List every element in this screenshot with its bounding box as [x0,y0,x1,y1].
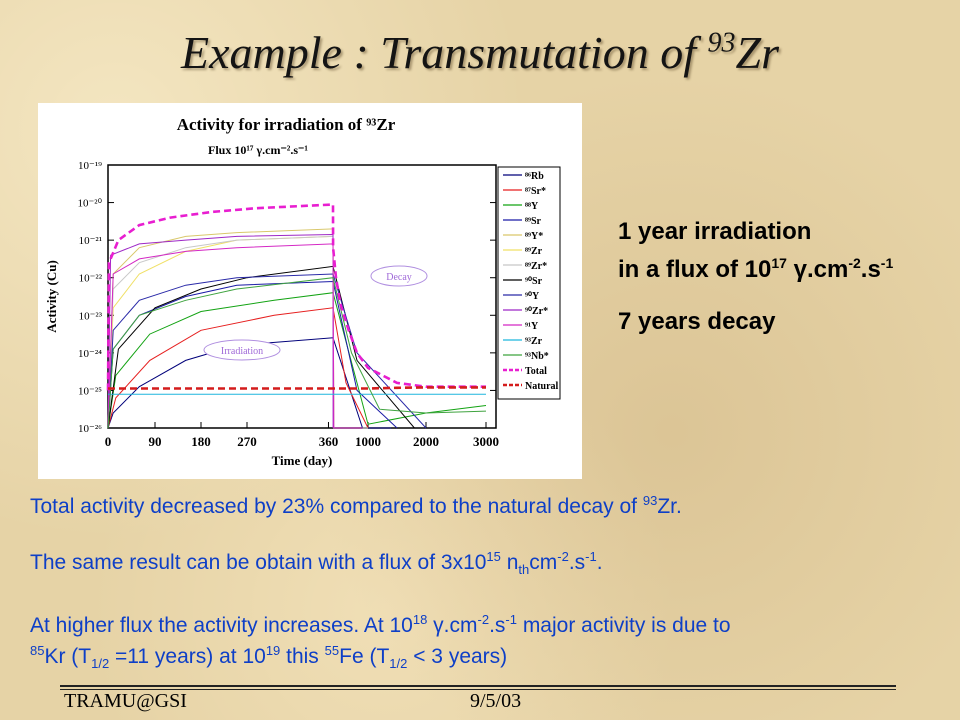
note-3: At higher flux the activity increases. A… [30,607,950,676]
legend-entry-10: ⁹¹Y [525,321,539,332]
side-line2-prefix: in a flux of 10 [618,256,772,283]
footer-rule [60,685,896,687]
legend-entry-9: ⁹⁰Zr* [525,306,548,317]
note2-sup2: -2 [557,549,569,564]
note1-sup: 93 [642,493,658,508]
y-tick-label: 10⁻²⁴ [78,348,102,360]
note3-b: γ.cm [427,614,478,638]
irradiation-bubble [203,339,281,361]
side-line-3: 7 years decay [618,308,776,335]
x-tick-label: 270 [237,434,257,449]
legend-entry-11: ⁹³Zr [525,336,543,347]
legend-entry-4: ⁸⁹Y* [525,231,543,242]
footer-rule-thin [60,689,896,690]
series-line-13 [106,203,486,391]
note3-e-sup: 85 [30,643,45,659]
series-line-14 [108,386,486,390]
side-line-2: in a flux of 1017 γ.cm-2.s-1 [618,255,893,284]
note2-sup1: 15 [486,549,501,564]
series-line-2 [107,292,487,429]
legend-box [497,166,561,400]
y-tick-label: 10⁻²⁶ [78,423,102,435]
series-line-10 [107,243,363,429]
note3-c-sup: -1 [505,612,517,628]
legend-entry-14: Natural [525,381,559,392]
legend-entry-3: ⁸⁹Sr [525,216,542,227]
note2-cm: cm [529,551,558,574]
title-suffix: Zr [735,27,779,78]
note3-e-sub: 1/2 [91,656,110,672]
note2-s: .s [568,551,586,574]
chart-subtitle: Flux 10¹⁷ γ.cm⁻².s⁻¹ [208,143,308,157]
note3-a: At higher flux the activity increases. A… [30,614,413,638]
y-tick-label: 10⁻¹⁹ [78,160,102,172]
side-line-1: 1 year irradiation [618,218,812,245]
slide-title: Example : Transmutation of 93Zr [0,26,960,79]
note3-d: major activity is due to [516,614,731,638]
note-1: Total activity decreased by 23% compared… [30,488,950,519]
note1-text: Total activity decreased by 23% compared… [30,495,643,518]
x-tick-label: 1000 [355,434,381,449]
note3-h-sub: 1/2 [389,656,408,672]
x-tick-label: 2000 [413,434,439,449]
legend-entry-8: ⁹⁰Y [525,291,540,302]
y-tick-label: 10⁻²⁰ [77,198,102,210]
legend-entry-6: ⁸⁹Zr* [525,261,547,272]
note3-g: this [280,645,325,669]
note2-sup3: -1 [585,549,597,564]
chart-title: Activity for irradiation of ⁹³Zr [177,115,396,134]
x-tick-label: 180 [191,434,211,449]
y-tick-label: 10⁻²⁵ [78,385,102,397]
annotation-decay: Decay [386,272,412,283]
note-2: The same result can be obtain with a flu… [30,544,950,582]
chart-svg: Activity for irradiation of ⁹³Zr Flux 10¹… [44,115,561,468]
x-tick-label: 0 [105,434,112,449]
side-line2-exp3: -1 [880,255,894,271]
note3-e: Kr (T [44,645,92,669]
legend-entry-0: ⁸⁶Rb [525,171,544,182]
note3-f-sup: 19 [265,643,281,659]
side-line2-exp: 17 [771,255,787,271]
decay-bubble [370,265,428,287]
y-axis-label: Activity (Cu) [44,260,59,333]
note1-tail: Zr. [657,495,682,518]
side-line2-exp2: -2 [848,255,861,271]
note3-c: .s [489,614,506,638]
title-prefix: Example : Transmutation of [181,27,708,78]
annotation-irradiation: Irradiation [221,346,263,357]
x-axis-label: Time (day) [272,453,333,468]
side-line2-unit: γ.cm [786,256,849,283]
y-tick-label: 10⁻²³ [79,310,103,322]
y-tick-label: 10⁻²² [79,273,103,285]
series-line-1 [107,307,369,429]
legend-entry-1: ⁸⁷Sr* [525,186,546,197]
x-tick-label: 90 [149,434,162,449]
x-tick-label: 360 [319,434,339,449]
note3-b-sup: -2 [477,612,490,628]
footer-date: 9/5/03 [470,690,522,712]
note2-sub: th [518,562,530,578]
footer-left: TRAMU@GSI [64,690,187,712]
y-tick-label: 10⁻²¹ [79,235,102,247]
x-tick-label: 3000 [473,434,499,449]
legend-entry-7: ⁹⁰Sr [525,276,543,287]
note2-mid: n [500,551,519,574]
note2-end: . [596,551,603,574]
series-line-9 [107,233,334,429]
note3-a-sup: 18 [412,612,428,628]
series-line-12 [107,277,487,429]
note3-i: < 3 years) [407,645,508,669]
note3-h: Fe (T [339,645,390,669]
title-sup: 93 [707,27,736,59]
legend-entry-13: Total [525,366,547,377]
legend-entry-12: ⁹³Nb* [525,351,549,362]
note3-g-sup: 55 [324,643,340,659]
notes: Total activity decreased by 23% compared… [30,488,950,676]
note3-f: =11 years) at 10 [109,645,266,669]
activity-chart: Activity for irradiation of ⁹³Zr Flux 10¹… [38,103,582,479]
legend-entry-2: ⁸⁸Y [525,201,539,212]
side-line2-sep: .s [860,256,881,283]
note2-text: The same result can be obtain with a flu… [30,551,487,574]
legend-entry-5: ⁸⁹Zr [525,246,543,257]
